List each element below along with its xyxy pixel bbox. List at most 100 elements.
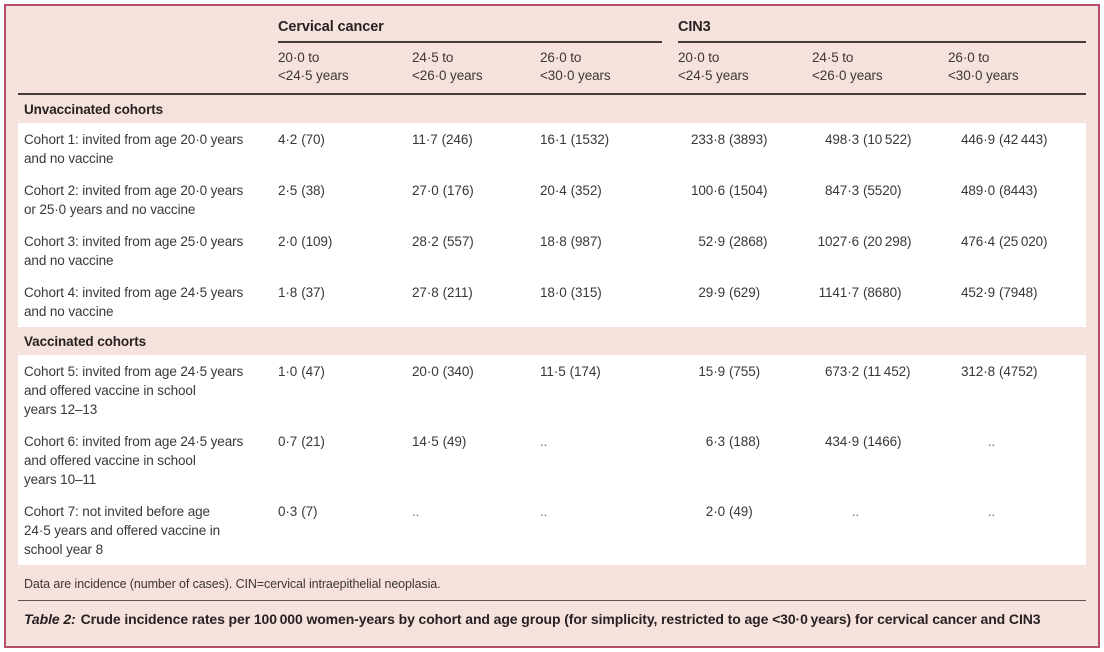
cell-value: 16·1 (540, 132, 567, 147)
row-label: Cohort 7: not invited before age 24·5 ye… (24, 504, 221, 557)
data-cell: 0·7 (21) (278, 432, 412, 489)
data-cell: 28·2 (557) (412, 232, 540, 270)
column-header: 20·0 to <24·5 years (278, 50, 349, 83)
data-cell: .. (540, 502, 678, 559)
data-cell: 6·3 (188) (678, 432, 812, 489)
cell-count: (340) (442, 364, 474, 379)
data-cell: 476·4 (25 020) (948, 232, 1086, 270)
group-header-cervical-cancer: Cervical cancer (278, 19, 678, 43)
cell-value: 233·8 (690, 132, 725, 147)
cell-value: 20·4 (540, 183, 567, 198)
column-header: 26·0 to <30·0 years (540, 50, 611, 83)
cell-value: .. (412, 504, 420, 519)
cell-value: 28·2 (412, 234, 439, 249)
cell-value: 29·9 (698, 285, 725, 300)
data-cell: 673·2 (11 452) (812, 362, 948, 419)
column-header: 24·5 to <26·0 years (412, 50, 483, 83)
data-cell: 18·0 (315) (540, 283, 678, 321)
cell-value: 20·0 (412, 364, 439, 379)
cell-value: 1141·7 (818, 285, 860, 300)
data-cell: 2·0 (49) (678, 502, 812, 559)
cell-value: 1·0 (278, 364, 298, 379)
cell-value: 11·7 (412, 132, 438, 147)
cell-count: (49) (442, 434, 467, 449)
table-caption: Table 2: Crude incidence rates per 100 00… (6, 601, 1098, 627)
data-cell: .. (812, 502, 948, 559)
header-spacer (18, 19, 278, 43)
cell-value: 847·3 (824, 183, 859, 198)
cell-count: (174) (569, 364, 601, 379)
cell-count: (42 443) (999, 132, 1048, 147)
data-cell: 27·0 (176) (412, 181, 540, 219)
data-cell: 100·6 (1504) (678, 181, 812, 219)
row-label: Cohort 5: invited from age 24·5 years an… (24, 364, 244, 417)
cell-value: 2·0 (705, 504, 725, 519)
footnote-rule (18, 600, 1086, 601)
data-cell: 233·8 (3893) (678, 130, 812, 168)
data-cell: 2·0 (109) (278, 232, 412, 270)
cell-count: (49) (729, 504, 753, 519)
data-cell: 20·0 (340) (412, 362, 540, 419)
data-cell: 452·9 (7948) (948, 283, 1086, 321)
data-cell: 14·5 (49) (412, 432, 540, 489)
data-cell: 4·2 (70) (278, 130, 412, 168)
data-cell: 446·9 (42 443) (948, 130, 1086, 168)
cell-count: (8443) (999, 183, 1038, 198)
section-title: Vaccinated cohorts (24, 334, 146, 349)
data-cell: .. (948, 502, 1086, 559)
cell-count: (25 020) (999, 234, 1048, 249)
cell-count: (176) (442, 183, 474, 198)
cell-count: (755) (729, 364, 761, 379)
cell-count: (20 298) (863, 234, 912, 249)
cell-count: (1504) (729, 183, 768, 198)
cell-value: 2·0 (278, 234, 298, 249)
cell-count: (11 452) (863, 364, 911, 379)
cell-count: (246) (441, 132, 473, 147)
group-header-cin3: CIN3 (678, 19, 1086, 43)
cell-value: .. (540, 504, 548, 519)
cell-count: (2868) (729, 234, 768, 249)
cell-value: .. (851, 504, 859, 519)
data-cell: 29·9 (629) (678, 283, 812, 321)
data-cell: 0·3 (7) (278, 502, 412, 559)
group-header-label: CIN3 (678, 19, 1086, 43)
cell-count: (38) (301, 183, 325, 198)
data-cell: 11·7 (246) (412, 130, 540, 168)
cell-value: 4·2 (278, 132, 298, 147)
cell-value: 446·9 (960, 132, 995, 147)
cell-value: .. (987, 434, 995, 449)
cell-value: 0·3 (278, 504, 298, 519)
cell-count: (629) (729, 285, 761, 300)
data-cell: 15·9 (755) (678, 362, 812, 419)
data-cell: 27·8 (211) (412, 283, 540, 321)
cell-value: 6·3 (705, 434, 725, 449)
cell-value: 18·8 (540, 234, 567, 249)
section-rows: Cohort 1: invited from age 20·0 years an… (18, 123, 1086, 327)
data-cell: 16·1 (1532) (540, 130, 678, 168)
table-row: Cohort 2: invited from age 20·0 years or… (18, 174, 1086, 225)
cell-count: (557) (442, 234, 474, 249)
cell-value: 27·8 (412, 285, 439, 300)
data-cell: 1027·6 (20 298) (812, 232, 948, 270)
data-cell: 498·3 (10 522) (812, 130, 948, 168)
cell-value: .. (540, 434, 548, 449)
cell-value: 673·2 (824, 364, 859, 379)
row-label: Cohort 3: invited from age 25·0 years an… (24, 234, 244, 268)
cell-value: 312·8 (960, 364, 995, 379)
cell-count: (109) (301, 234, 333, 249)
cell-value: 14·5 (412, 434, 439, 449)
table-row: Cohort 4: invited from age 24·5 years an… (18, 276, 1086, 327)
table-body: Unvaccinated cohorts Cohort 1: invited fr… (6, 95, 1098, 565)
column-header: 24·5 to <26·0 years (812, 50, 883, 83)
data-cell: 1·0 (47) (278, 362, 412, 419)
cell-count: (987) (570, 234, 602, 249)
data-cell: 489·0 (8443) (948, 181, 1086, 219)
cell-value: .. (987, 504, 995, 519)
cell-count: (352) (570, 183, 602, 198)
cell-value: 489·0 (960, 183, 995, 198)
cell-value: 100·6 (690, 183, 725, 198)
cell-count: (21) (301, 434, 325, 449)
header-spacer (18, 49, 278, 85)
cell-count: (1532) (570, 132, 610, 147)
cell-count: (7) (301, 504, 318, 519)
